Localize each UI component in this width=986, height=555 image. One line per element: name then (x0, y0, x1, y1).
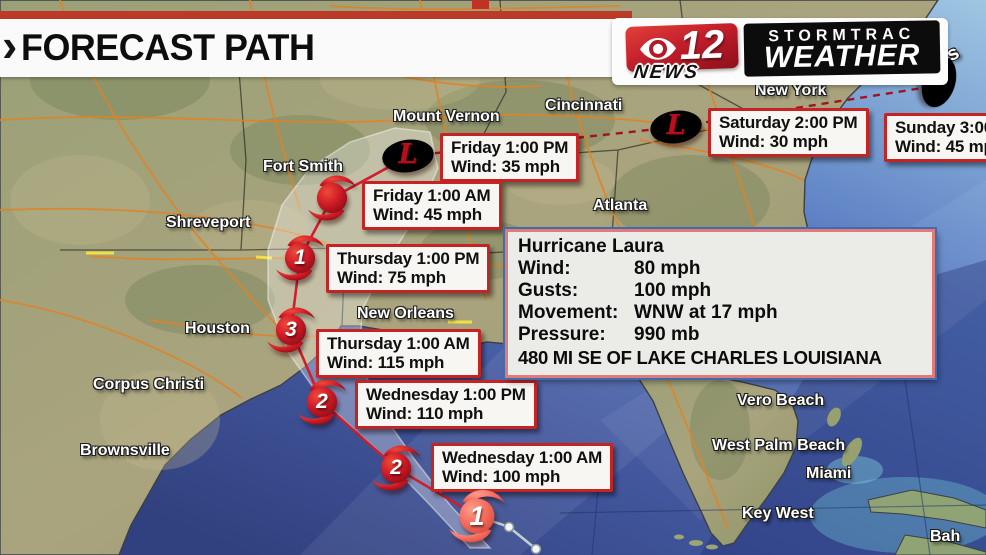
forecast-time: Wednesday 1:00 PM (366, 385, 526, 404)
hurricane-icon (275, 233, 325, 283)
forecast-wind: Wind: 115 mph (327, 353, 445, 372)
storm-name: Hurricane Laura (518, 236, 664, 257)
cbs-12-badge: 12 (625, 23, 739, 72)
info-value: 80 mph (634, 258, 701, 279)
forecast-wind: Wind: 30 mph (719, 132, 828, 151)
city-label: Mount Vernon (393, 108, 500, 125)
forecast-time: Thursday 1:00 AM (327, 334, 470, 353)
station-logo: 12 NEWS STORMTRAC WEATHER (612, 18, 948, 85)
hurricane-icon (371, 443, 421, 493)
storm-marker-current-position: 1 (448, 487, 506, 545)
storm-marker-low-friday-pm: L (377, 134, 439, 178)
forecast-tag-wednesday-pm: Wednesday 1:00 PM Wind: 110 mph (355, 380, 537, 429)
storm-marker-cat2-wednesday-am: 2 (371, 443, 421, 493)
cbs-eye-icon (639, 37, 676, 60)
forecast-time: Sunday 3:00 PM (895, 118, 986, 137)
forecast-tag-saturday: Saturday 2:00 PM Wind: 30 mph (708, 108, 869, 157)
forecast-wind: Wind: 75 mph (337, 268, 446, 287)
storm-marker-low-saturday: L (645, 105, 707, 149)
page-title: FORECAST PATH (21, 27, 315, 68)
forecast-wind: Wind: 100 mph (442, 467, 561, 486)
low-pressure-icon (645, 105, 707, 149)
city-label: Fort Smith (263, 158, 343, 175)
forecast-tag-sunday: Sunday 3:00 PM Wind: 45 mph (884, 113, 986, 162)
city-label: Shreveport (166, 214, 251, 231)
forecast-cone (267, 127, 492, 549)
florida-peninsula (619, 361, 799, 547)
city-label: Miami (806, 465, 852, 482)
forecast-tag-friday-pm: Friday 1:00 PM Wind: 35 mph (440, 133, 580, 182)
tropical-storm-icon (307, 173, 357, 223)
header-bar: › FORECAST PATH (0, 19, 632, 77)
city-label: Houston (185, 320, 250, 337)
station-number: 12 (678, 22, 725, 69)
forecast-time: Saturday 2:00 PM (719, 113, 858, 132)
info-label: Gusts: (518, 280, 579, 301)
storm-marker-cat2-wednesday-pm: 2 (297, 377, 347, 427)
city-label: West Palm Beach (712, 437, 846, 454)
forecast-time: Friday 1:00 AM (373, 186, 491, 205)
forecast-tag-thursday-am: Thursday 1:00 AM Wind: 115 mph (316, 329, 481, 378)
storm-marker-cat1-thursday-pm: 1 (275, 233, 325, 283)
hurricane-icon (297, 377, 347, 427)
city-label: Cincinnati (545, 97, 623, 114)
forecast-time: Thursday 1:00 PM (337, 249, 480, 268)
chevron-right-icon: › (2, 19, 18, 71)
city-label: New York (755, 82, 827, 99)
header-accent-stripe (0, 11, 632, 19)
info-value: 990 mb (634, 324, 700, 345)
news-wordmark: NEWS (632, 62, 701, 83)
city-label: Corpus Christi (93, 376, 205, 393)
info-label: Pressure: (518, 324, 606, 345)
forecast-time: Wednesday 1:00 AM (442, 448, 603, 467)
forecast-wind: Wind: 45 mph (895, 137, 986, 156)
stormtrac-weather-badge: STORMTRAC WEATHER (743, 20, 941, 77)
storm-info-panel: Hurricane Laura Wind: 80 mph Gusts: 100 … (505, 229, 935, 378)
forecast-wind: Wind: 110 mph (366, 404, 484, 423)
storm-marker-cat3-thursday-am: 3 (266, 305, 316, 355)
city-label: New Orleans (357, 305, 454, 322)
info-value: WNW at 17 mph (634, 302, 778, 323)
forecast-tag-wednesday-am: Wednesday 1:00 AM Wind: 100 mph (431, 443, 614, 492)
low-pressure-icon (377, 134, 439, 178)
storm-marker-tropical-storm-friday-am (307, 173, 357, 223)
forecast-wind: Wind: 35 mph (451, 157, 560, 176)
forecast-tag-thursday-pm: Thursday 1:00 PM Wind: 75 mph (326, 244, 491, 293)
hurricane-icon (448, 487, 506, 545)
hurricane-icon (266, 305, 316, 355)
forecast-tag-friday-am: Friday 1:00 AM Wind: 45 mph (362, 181, 502, 230)
forecast-time: Friday 1:00 PM (451, 138, 569, 157)
city-label: Brownsville (80, 442, 170, 459)
city-label-partial: Bah (930, 528, 961, 545)
brand-line-2: WEATHER (763, 38, 921, 74)
forecast-wind: Wind: 45 mph (373, 205, 482, 224)
info-label: Movement: (518, 302, 619, 323)
city-label: Key West (742, 505, 814, 522)
info-label: Wind: (518, 258, 571, 279)
city-label: Vero Beach (737, 392, 825, 409)
storm-location-line: 480 MI SE OF LAKE CHARLES LOUISIANA (518, 347, 882, 368)
info-value: 100 mph (634, 280, 712, 301)
city-label: Atlanta (593, 197, 648, 214)
